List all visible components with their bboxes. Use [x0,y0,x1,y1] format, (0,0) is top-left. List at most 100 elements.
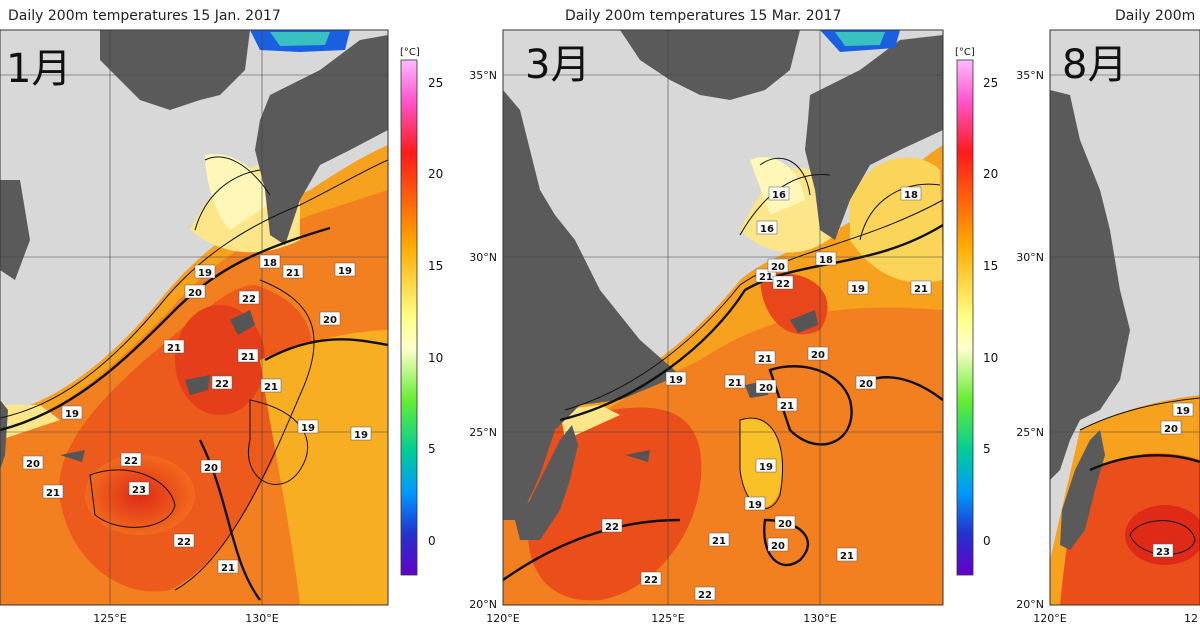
contour-label-box [601,518,623,533]
contour-label-text: 20 [859,379,873,390]
contour-label: 22 [173,533,195,548]
contour-label-box [282,264,304,279]
contour-label-text: 19 [669,375,683,386]
lon-label: 12 [1184,612,1198,625]
contour-label: 21 [724,374,746,389]
contour-label-text: 22 [776,279,790,290]
contour-label-text: 20 [323,315,337,326]
contour-label-box [767,537,789,552]
contour-label: 22 [640,571,662,586]
lat-label: 30°N [469,251,497,264]
contour-label-text: 22 [177,537,191,548]
contour-label-text: 22 [605,522,619,533]
contour-label-box [744,496,766,511]
contour-label-text: 20 [759,383,773,394]
contour-label: 21 [754,350,776,365]
contour-label-box [774,515,796,530]
lon-label: 120°E [1033,612,1066,625]
contour-label: 22 [772,275,794,290]
colorbar-unit: [°C] [400,47,420,58]
contour-label-box [200,459,222,474]
contour-label-text: 22 [644,575,658,586]
contour-label-text: 21 [286,268,300,279]
cool-shelf-2 [205,154,275,230]
contour-label: 19 [744,496,766,511]
contour-label-box [724,374,746,389]
contour-label: 22 [211,375,233,390]
contour-label-box [319,311,341,326]
contour-label-text: 23 [1156,547,1170,558]
contour-label-text: 21 [241,352,255,363]
contour-label: 19 [350,426,372,441]
contour-label-text: 21 [712,536,726,547]
contour-label-box [173,533,195,548]
contour-label: 20 [767,258,789,273]
colorbar-tick: 5 [428,442,436,456]
contour-label-text: 19 [851,284,865,295]
lat-label: 30°N [1016,251,1044,264]
contour-label-text: 19 [354,430,368,441]
lat-label: 20°N [1016,598,1044,611]
contour-label-text: 20 [26,459,40,470]
contour-label-text: 21 [728,378,742,389]
lon-label: 130°E [803,612,836,625]
contour-label-box [238,290,260,305]
contour-label: 22 [601,518,623,533]
contour-label-box [772,275,794,290]
contour-label-text: 21 [840,551,854,562]
island [185,375,210,395]
contour-label: 19 [334,262,356,277]
panel-title: Daily 200m [1115,8,1195,24]
contour-label-text: 21 [758,354,772,365]
contour-label-text: 20 [1164,424,1178,435]
island [230,310,255,335]
colorbar-tick: 25 [428,76,443,90]
contour-label-box [194,264,216,279]
contour-label: 20 [319,311,341,326]
contour-label-box [755,458,777,473]
contour-label: 23 [1152,543,1174,558]
panel-mar: Daily 200m temperatures 15 Mar. 2017 [469,8,944,625]
contour-label: 19 [61,405,83,420]
cold-patch-2 [835,32,885,46]
contour-label: 19 [194,264,216,279]
contour-label-box [815,251,837,266]
contour-label-text: 22 [124,456,138,467]
contour-label: 19 [1172,402,1194,417]
contour-label-box [42,484,64,499]
colorbar: [°C] 25 20 15 10 5 0 [400,47,443,576]
map-area [0,30,388,605]
land-china [1050,90,1130,480]
contour-label-box [211,375,233,390]
contour-label-text: 20 [771,541,785,552]
contour-label-text: 20 [778,519,792,530]
contour-label-text: 18 [263,258,277,269]
contour-label-box [776,397,798,412]
contour-label-text: 21 [780,401,794,412]
contour-label: 19 [297,419,319,434]
grid [503,30,943,605]
contour-label-box [708,532,730,547]
contour-label-box [120,452,142,467]
cold-patch-2 [270,32,330,46]
colorbar-tick: 5 [983,442,991,456]
contour-label: 22 [120,452,142,467]
contour-label-text: 16 [772,190,786,201]
contour-label-text: 21 [167,343,181,354]
contour-label: 20 [774,515,796,530]
contour-label: 20 [200,459,222,474]
contour-label: 20 [22,455,44,470]
contour-label-box [767,258,789,273]
contour-label-text: 19 [748,500,762,511]
contour-label: 21 [708,532,730,547]
contour-label-text: 19 [338,266,352,277]
colorbar-unit: [°C] [955,47,975,58]
month-label: 3月 [525,42,590,88]
contours [0,156,388,601]
contour-label-box [1152,543,1174,558]
contour-label: 21 [776,397,798,412]
colorbar-tick: 15 [983,259,998,273]
land-kyushu [805,35,943,240]
